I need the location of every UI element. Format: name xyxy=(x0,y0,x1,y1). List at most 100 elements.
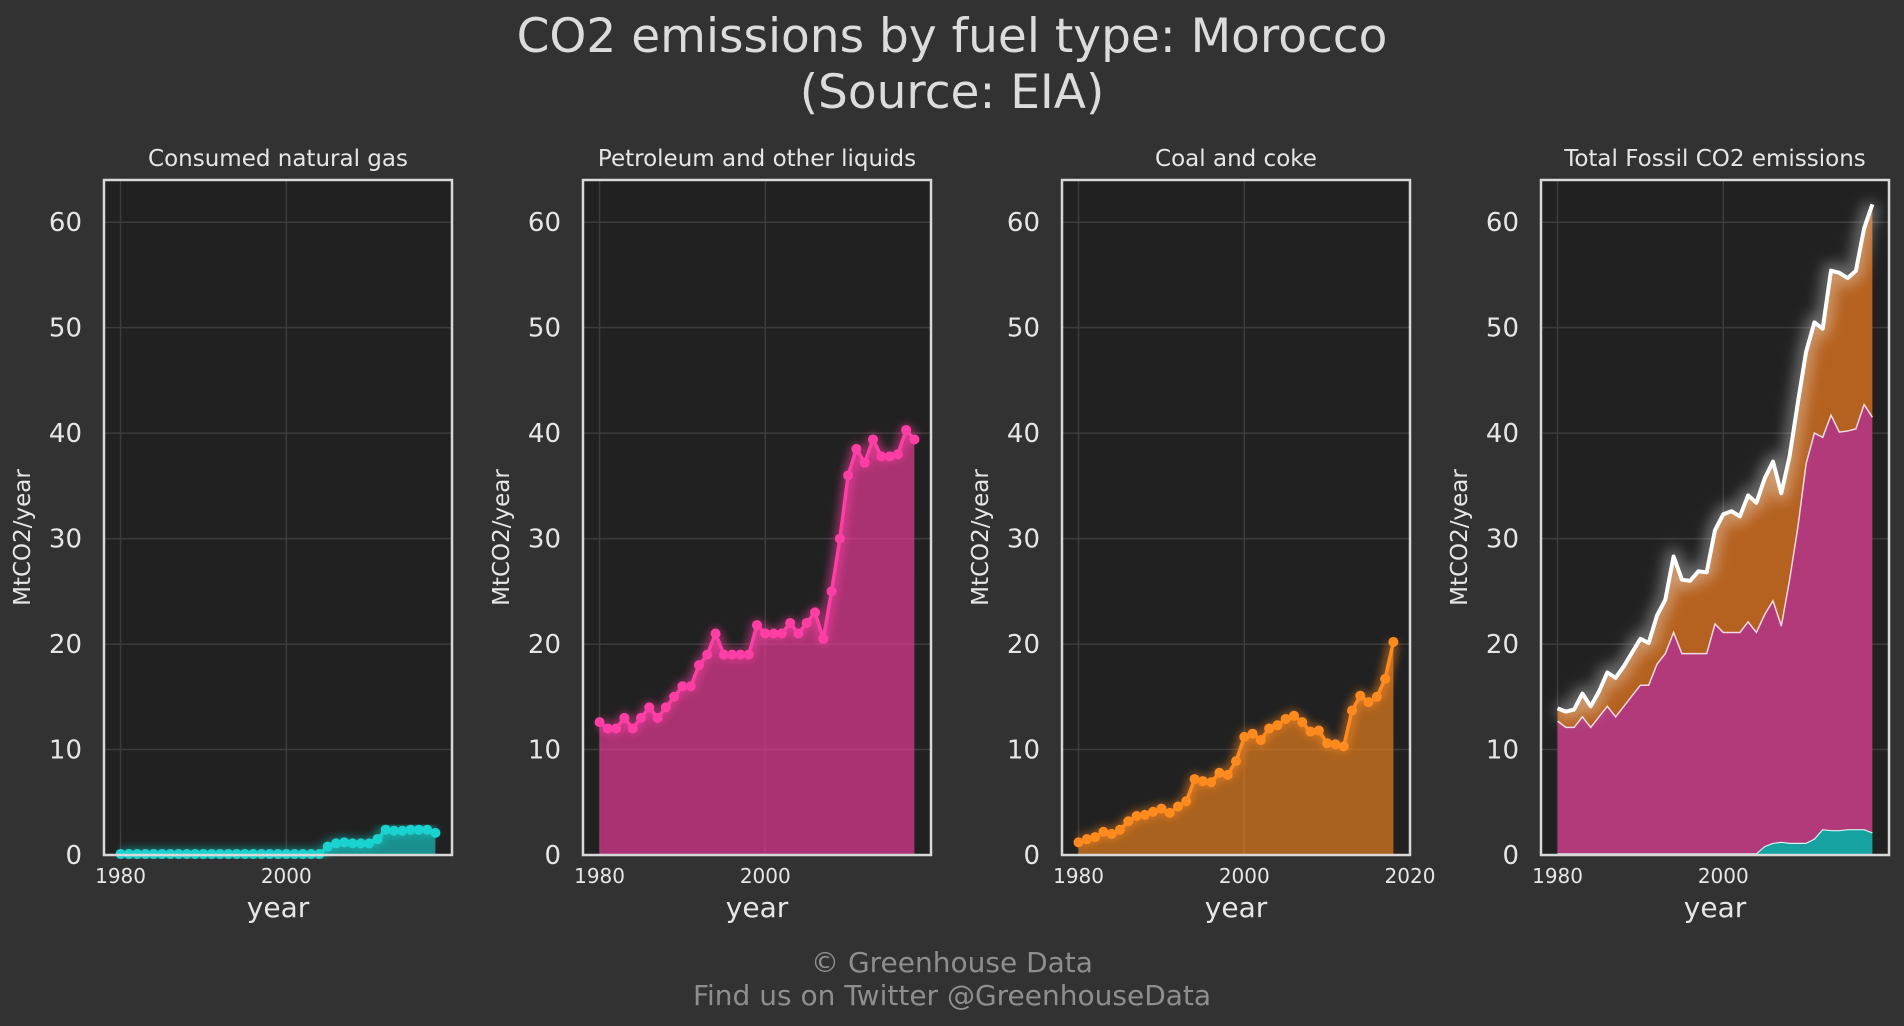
data-point xyxy=(859,457,870,468)
data-point xyxy=(413,824,424,835)
data-point xyxy=(1264,723,1275,734)
y-tick-label: 10 xyxy=(528,736,561,766)
data-point xyxy=(776,628,787,639)
plot-area xyxy=(104,180,452,855)
data-point xyxy=(884,451,895,462)
data-point xyxy=(669,691,680,702)
y-tick-label: 50 xyxy=(528,314,561,344)
data-point xyxy=(339,837,350,848)
stack-coal xyxy=(1557,204,1873,728)
data-point xyxy=(1214,767,1225,778)
data-point xyxy=(1189,774,1200,785)
data-point xyxy=(1380,673,1391,684)
plot-frame xyxy=(102,178,454,857)
data-point xyxy=(843,470,854,481)
x-tick-label: 1980 xyxy=(574,864,625,888)
data-point xyxy=(1289,710,1299,721)
data-point xyxy=(876,451,887,462)
data-point xyxy=(644,702,655,713)
x-tick-label: 1980 xyxy=(95,864,146,888)
data-point xyxy=(1231,756,1241,767)
data-point xyxy=(1371,691,1382,702)
data-point xyxy=(718,649,729,660)
y-axis-label: MtCO2/year xyxy=(10,469,36,606)
data-point xyxy=(702,649,713,660)
data-point xyxy=(868,434,878,445)
data-point xyxy=(652,712,663,723)
data-point xyxy=(1388,636,1399,647)
x-tick-label: 2020 xyxy=(1385,864,1436,888)
x-tick-label: 1980 xyxy=(1532,864,1583,888)
data-point xyxy=(1156,803,1167,814)
x-tick-label: 1980 xyxy=(1053,864,1104,888)
chart-title-line2: (Source: EIA) xyxy=(800,65,1105,120)
y-tick-label: 0 xyxy=(65,841,82,871)
panel-3: 0 10 20 30 40 50 60 1980 2000 2020 Coal and coke ye… xyxy=(968,146,1435,924)
data-point xyxy=(1247,728,1258,739)
data-point xyxy=(1197,776,1208,787)
data-point xyxy=(1106,828,1117,839)
data-point xyxy=(1090,832,1101,843)
total-line xyxy=(1556,203,1875,714)
data-point xyxy=(364,838,375,849)
data-point xyxy=(685,681,696,692)
data-point xyxy=(1363,697,1374,708)
data-point xyxy=(1115,824,1125,835)
panel-1: 0 10 20 30 40 50 60 1980 2000 Consumed natural ga… xyxy=(10,146,454,924)
data-point xyxy=(1280,713,1291,724)
y-tick-label: 30 xyxy=(1486,525,1519,555)
y-tick-label: 40 xyxy=(1007,419,1040,449)
data-point xyxy=(1338,741,1349,752)
data-point xyxy=(752,620,762,631)
y-tick-label: 40 xyxy=(49,419,82,449)
data-point xyxy=(834,533,845,544)
panel-4: 0 10 20 30 40 50 60 1980 2000 Total Fossil CO2 em… xyxy=(1447,146,1891,924)
plot-frame xyxy=(1060,178,1412,857)
data-point xyxy=(594,717,605,728)
panel-title: Coal and coke xyxy=(1155,146,1317,172)
y-tick-label: 0 xyxy=(544,841,561,871)
y-tick-label: 30 xyxy=(49,525,82,555)
data-point xyxy=(1206,777,1217,788)
data-point xyxy=(331,838,341,849)
y-axis-label: MtCO2/year xyxy=(489,469,515,606)
data-point xyxy=(422,824,433,835)
panel-title: Total Fossil CO2 emissions xyxy=(1563,146,1866,172)
x-axis-label: year xyxy=(1684,891,1747,924)
data-point xyxy=(1222,769,1233,780)
y-tick-label: 20 xyxy=(1007,630,1040,660)
data-point xyxy=(818,633,829,644)
data-point xyxy=(1347,705,1357,716)
plot-frame xyxy=(1539,178,1891,857)
data-point xyxy=(660,702,671,713)
y-tick-label: 20 xyxy=(528,630,561,660)
data-point xyxy=(636,712,646,723)
credit-line1: © Greenhouse Data xyxy=(811,946,1093,979)
data-point xyxy=(1272,720,1283,731)
y-tick-label: 60 xyxy=(1007,208,1040,238)
panel-title: Petroleum and other liquids xyxy=(598,146,916,172)
x-tick-label: 2000 xyxy=(1219,864,1270,888)
y-tick-label: 0 xyxy=(1502,841,1519,871)
data-point xyxy=(322,841,333,852)
data-point xyxy=(694,660,704,671)
y-tick-label: 0 xyxy=(1023,841,1040,871)
y-tick-label: 60 xyxy=(49,208,82,238)
data-point xyxy=(1148,806,1159,817)
data-point xyxy=(1330,739,1341,750)
data-point xyxy=(389,825,399,836)
data-point xyxy=(826,586,837,597)
stack-boundary xyxy=(1557,402,1874,729)
y-tick-label: 30 xyxy=(1007,525,1040,555)
y-tick-label: 50 xyxy=(1486,314,1519,344)
data-point xyxy=(851,443,862,454)
stack-gas xyxy=(1557,829,1873,855)
data-point xyxy=(1239,731,1250,742)
x-tick-label: 2000 xyxy=(1698,864,1749,888)
data-point xyxy=(727,649,738,660)
data-point xyxy=(1123,816,1134,827)
data-point xyxy=(602,723,613,734)
chart-title-line1: CO2 emissions by fuel type: Morocco xyxy=(517,9,1388,64)
data-point xyxy=(1131,810,1142,821)
data-point xyxy=(1081,834,1092,845)
